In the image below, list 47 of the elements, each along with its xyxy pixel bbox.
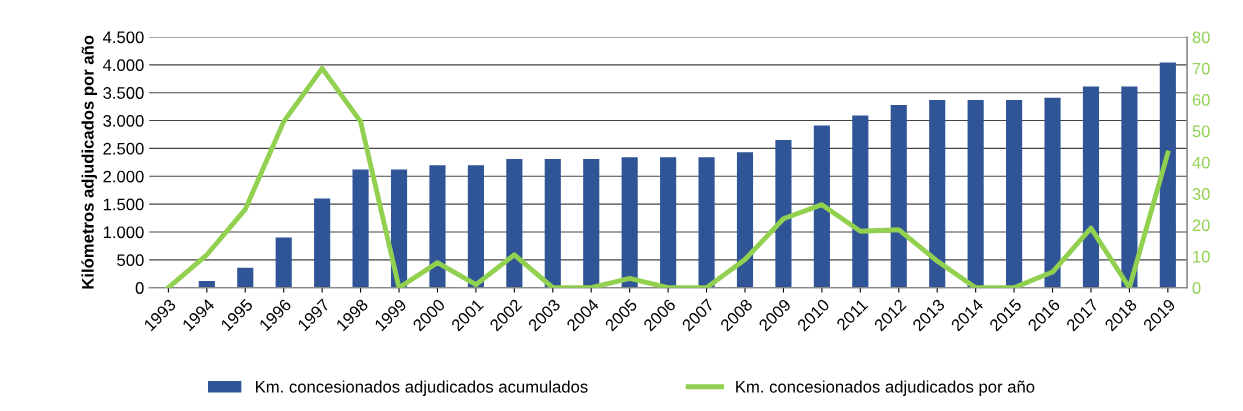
y-tick-label: 3.000 [103, 114, 144, 127]
bar [1159, 62, 1176, 288]
bar [275, 237, 292, 288]
bar [467, 165, 484, 288]
bar [544, 159, 561, 288]
bar [352, 169, 369, 288]
bar [237, 267, 254, 288]
y-axis-title: Kilómetros adjudicados por año [81, 35, 98, 289]
y-tick-label: 4.000 [102, 59, 144, 72]
bar [698, 157, 715, 288]
bar [1006, 99, 1023, 288]
y-tick-label: 4.500 [102, 31, 144, 44]
y2-tick-label: 20 [1192, 219, 1210, 232]
y2-tick-label: 30 [1192, 188, 1210, 200]
bar [1044, 97, 1061, 288]
bar [813, 125, 830, 288]
bar [506, 159, 523, 288]
bar [1082, 86, 1100, 288]
y-tick-label: 500 [117, 254, 144, 267]
bar [929, 99, 946, 288]
y-tick-label: 3.500 [103, 87, 144, 99]
y-tick-label: 1.500 [103, 198, 144, 211]
y2-tick-label: 10 [1193, 250, 1210, 263]
y-tick-label: 0 [135, 282, 144, 294]
line-series [165, 65, 1171, 288]
bar [660, 157, 677, 288]
y2-tick-label: 40 [1192, 156, 1210, 169]
bar [967, 99, 984, 288]
y-tick-label: 2.000 [103, 170, 144, 183]
bar [1121, 86, 1138, 288]
bar [852, 115, 869, 288]
bar [583, 159, 600, 288]
y2-tick-label: 70 [1192, 62, 1210, 75]
y2-tick-label: 60 [1192, 94, 1210, 106]
bar [890, 104, 907, 288]
y2-tick-label: 50 [1192, 125, 1210, 138]
bar [314, 198, 331, 288]
bar [429, 165, 446, 288]
y-tick-label: 1.000 [103, 226, 144, 239]
bar [736, 152, 754, 288]
bar [775, 140, 792, 288]
legend-label: Km. concesionados adjudicados por año [736, 380, 1035, 396]
y-tick-label: 2.500 [103, 142, 144, 155]
y2-tick-label: 0 [1192, 282, 1201, 294]
y2-tick-label: 80 [1192, 31, 1210, 44]
legend-label: Km. concesionados adjudicados acumulados [256, 380, 588, 396]
bar [621, 157, 638, 288]
